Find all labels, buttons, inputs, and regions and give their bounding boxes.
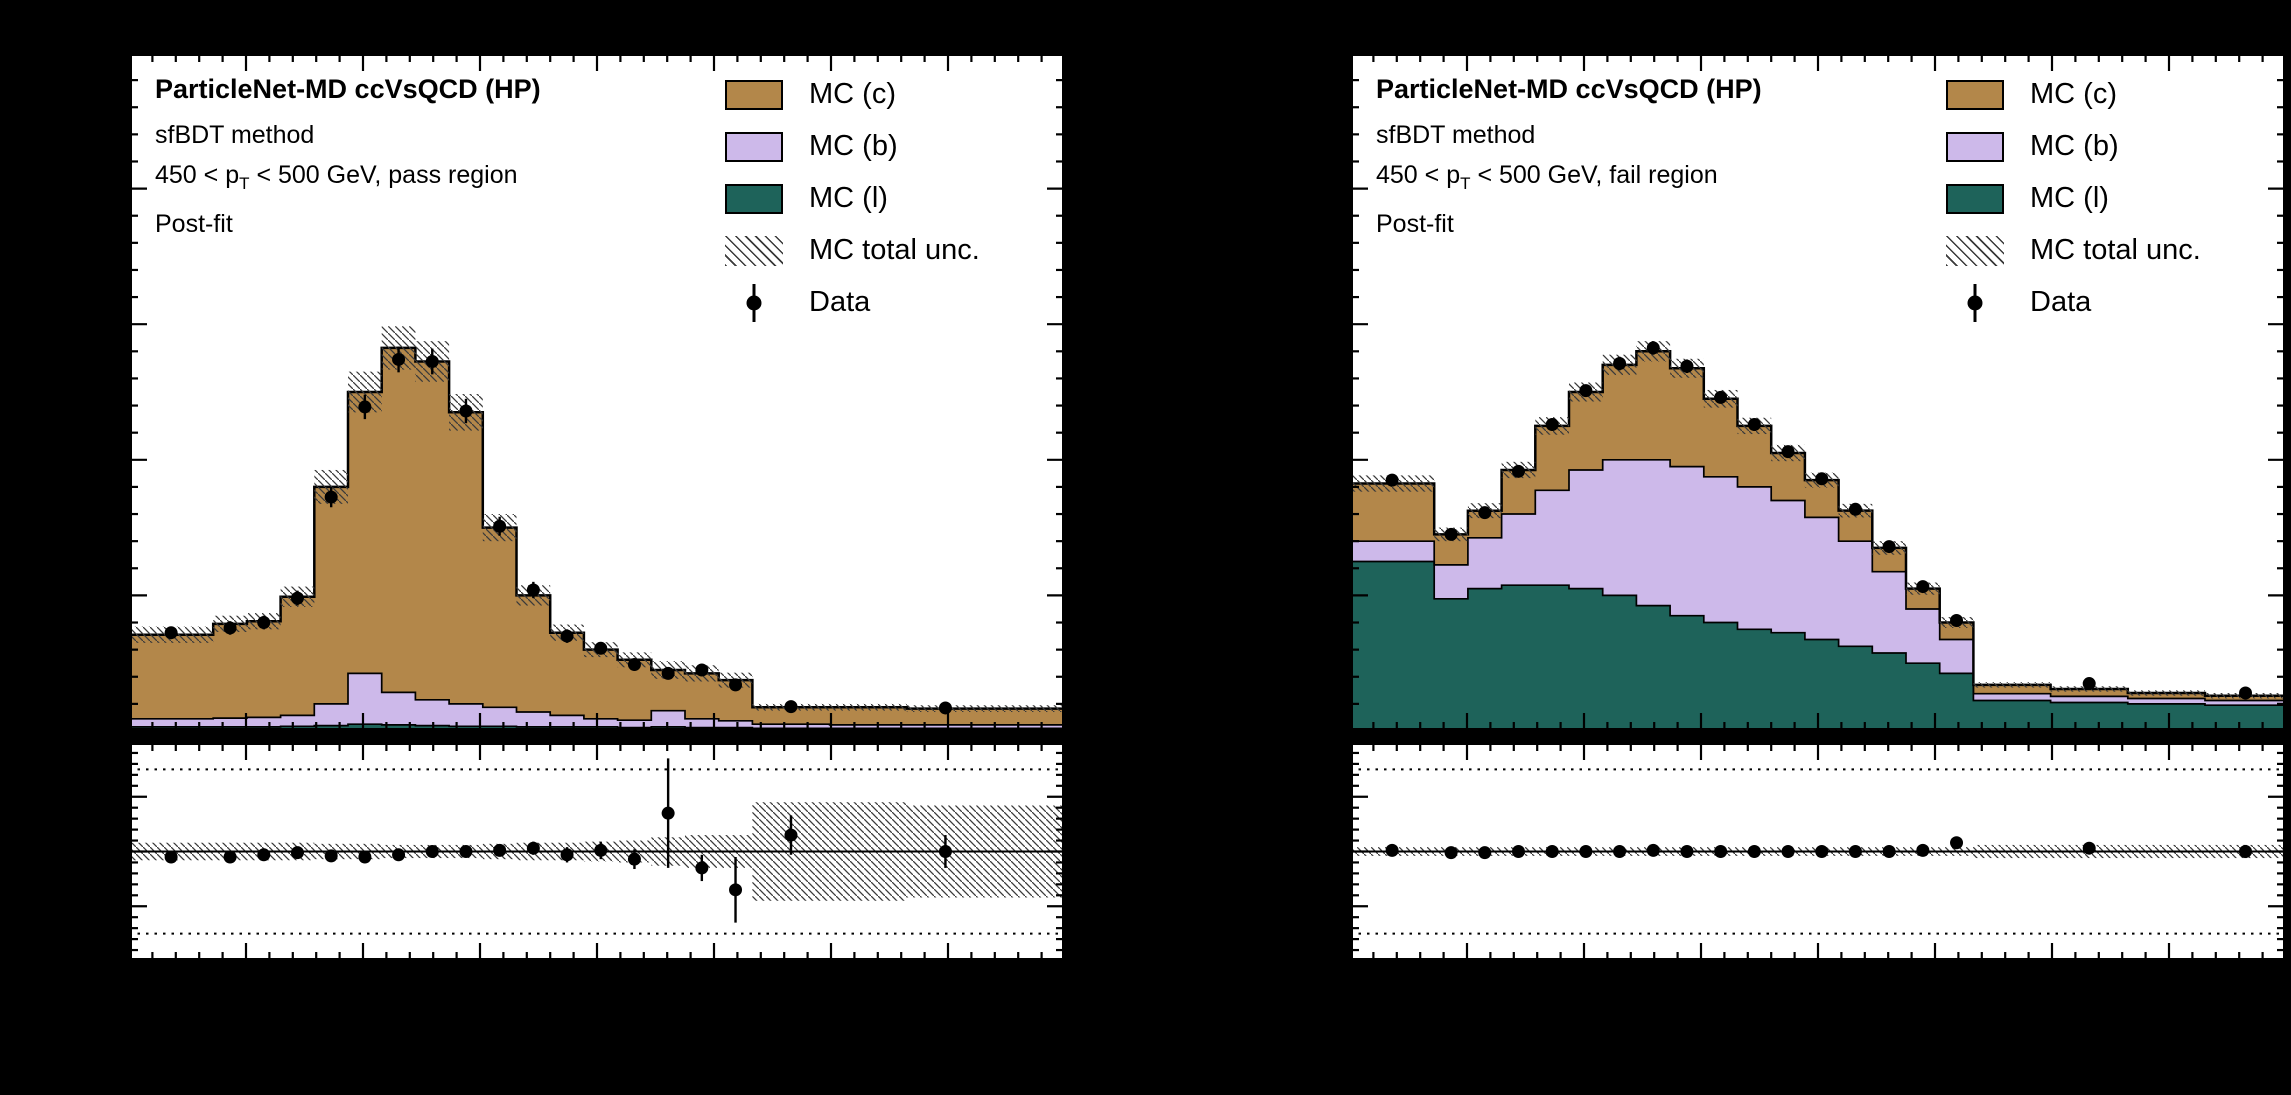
legend-item-mc-b: MC (b) bbox=[1946, 127, 2201, 166]
legend-label: Data bbox=[809, 286, 871, 318]
pt-range-post: < 500 GeV, pass region bbox=[249, 161, 518, 189]
method-label: sfBDT method bbox=[1376, 121, 1536, 149]
mc-l-swatch bbox=[1946, 183, 2004, 214]
method-label: sfBDT method bbox=[155, 121, 315, 149]
hatch-swatch bbox=[725, 235, 783, 266]
legend-item-mc-c: MC (c) bbox=[1946, 75, 2201, 114]
pt-range-label: 450 < pT < 500 GeV, pass region bbox=[155, 155, 541, 204]
fail-ratio-plot bbox=[1350, 742, 2286, 961]
pass-annotations: ParticleNet-MD ccVsQCD (HP) sfBDT method… bbox=[155, 71, 541, 244]
legend-item-mc-l: MC (l) bbox=[1946, 179, 2201, 218]
mc-outline-l bbox=[129, 723, 1065, 730]
pt-range-pre: 450 < p bbox=[1376, 161, 1461, 189]
pass-ratio-plot bbox=[129, 742, 1065, 961]
fail-region-panel: ParticleNet-MD ccVsQCD (HP) sfBDT method… bbox=[1350, 0, 2286, 1095]
legend-label: MC (c) bbox=[809, 78, 896, 110]
legend-item-mc-unc: MC total unc. bbox=[1946, 231, 2201, 270]
legend-label: MC (l) bbox=[2030, 182, 2109, 214]
mc-b-swatch bbox=[1946, 131, 2004, 162]
data-marker-dot bbox=[746, 295, 762, 310]
pass-ratio-chart bbox=[129, 742, 1065, 961]
pt-range-label: 450 < pT < 500 GeV, fail region bbox=[1376, 155, 1762, 204]
fail-main-chart bbox=[1350, 53, 2286, 731]
legend-item-mc-l: MC (l) bbox=[725, 179, 980, 218]
hatch-swatch bbox=[1946, 235, 2004, 266]
plot-frame bbox=[129, 53, 1065, 731]
mc-outline-b bbox=[129, 672, 1065, 726]
mc-c-swatch bbox=[725, 79, 783, 110]
legend-label: MC (b) bbox=[809, 130, 898, 162]
legend-label: MC total unc. bbox=[2030, 234, 2201, 266]
fail-annotations: ParticleNet-MD ccVsQCD (HP) sfBDT method… bbox=[1376, 71, 1762, 244]
postfit-label: Post-fit bbox=[155, 210, 233, 238]
legend-item-mc-c: MC (c) bbox=[725, 75, 980, 114]
pass-region-panel: ParticleNet-MD ccVsQCD (HP) sfBDT method… bbox=[129, 0, 1065, 1095]
mc-stack-c bbox=[129, 347, 1065, 731]
mc-b-swatch bbox=[725, 131, 783, 162]
plot-title: ParticleNet-MD ccVsQCD (HP) bbox=[1376, 74, 1762, 104]
data-points bbox=[164, 346, 952, 715]
fail-ratio-chart bbox=[1350, 742, 2286, 961]
legend-item-mc-b: MC (b) bbox=[725, 127, 980, 166]
fail-main-plot: ParticleNet-MD ccVsQCD (HP) sfBDT method… bbox=[1350, 53, 2286, 731]
postfit-label: Post-fit bbox=[1376, 210, 1454, 238]
legend-item-data: Data bbox=[725, 283, 980, 322]
fail-legend: MC (c) MC (b) MC (l) MC total unc. Data bbox=[1946, 75, 2201, 322]
legend-label: MC (c) bbox=[2030, 78, 2117, 110]
mc-outline-b bbox=[1350, 458, 2286, 702]
plot-frame bbox=[1350, 742, 2286, 961]
pass-main-plot: ParticleNet-MD ccVsQCD (HP) sfBDT method… bbox=[129, 53, 1065, 731]
legend-item-data: Data bbox=[1946, 283, 2201, 322]
mc-l-swatch bbox=[725, 183, 783, 214]
mc-c-swatch bbox=[1946, 79, 2004, 110]
legend-item-mc-unc: MC total unc. bbox=[725, 231, 980, 270]
pt-subscript: T bbox=[1460, 174, 1471, 193]
legend-label: Data bbox=[2030, 286, 2092, 318]
pass-legend: MC (c) MC (b) MC (l) MC total unc. Data bbox=[725, 75, 980, 322]
pt-range-pre: 450 < p bbox=[155, 161, 240, 189]
data-marker-dot bbox=[1967, 295, 1983, 310]
ratio-points bbox=[1385, 836, 2253, 860]
legend-label: MC (b) bbox=[2030, 130, 2119, 162]
plot-frame bbox=[1350, 53, 2286, 731]
pt-range-post: < 500 GeV, fail region bbox=[1470, 161, 1718, 189]
plot-frame bbox=[129, 742, 1065, 961]
mc-outline-l bbox=[1350, 560, 2286, 707]
data-marker-swatch bbox=[1946, 283, 2004, 322]
mc-stack-l bbox=[1350, 561, 2286, 731]
pt-subscript: T bbox=[239, 174, 250, 193]
data-points bbox=[1385, 341, 2253, 700]
ratio-points bbox=[164, 758, 952, 923]
plot-title: ParticleNet-MD ccVsQCD (HP) bbox=[155, 74, 541, 104]
pass-main-chart bbox=[129, 53, 1065, 731]
legend-label: MC (l) bbox=[809, 182, 888, 214]
data-marker-swatch bbox=[725, 283, 783, 322]
legend-label: MC total unc. bbox=[809, 234, 980, 266]
